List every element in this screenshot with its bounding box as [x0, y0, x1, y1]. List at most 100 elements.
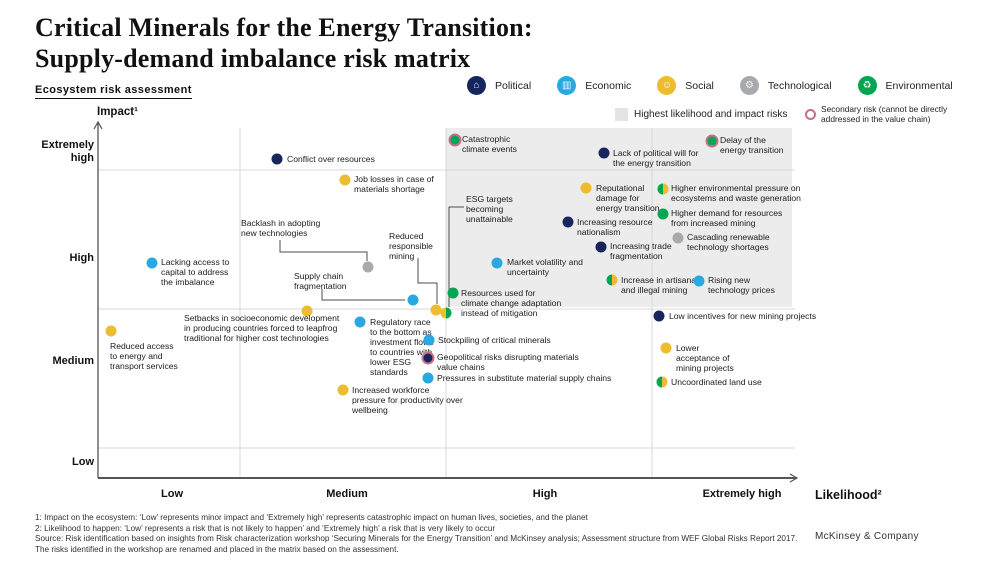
risk-label-uncoordinated-land-use: Uncoordinated land use — [671, 377, 762, 387]
risk-label-catastrophic-climate-events: Catastrophic climate events — [462, 134, 517, 154]
y-tick-medium: Medium — [52, 355, 94, 367]
x-tick-medium: Medium — [326, 488, 368, 500]
x-tick-low: Low — [161, 488, 183, 500]
risk-dot-higher-environmental-pressure — [657, 183, 669, 195]
subtitle: Ecosystem risk assessment — [35, 84, 192, 99]
risk-label-market-volatility: Market volatility and uncertainty — [507, 257, 583, 277]
risk-dot-market-volatility — [491, 257, 503, 269]
risk-label-lower-acceptance-mining-projects: Lower acceptance of mining projects — [676, 343, 734, 373]
highlight-region-swatch — [615, 108, 628, 121]
legend-item-technological: ⚙ Technological — [739, 76, 832, 95]
legend-label-environmental: Environmental — [885, 79, 953, 92]
y-tick-extremely-high: Extremely high — [41, 139, 94, 164]
legend-item-social: ☺ Social — [657, 76, 714, 95]
risk-dot-low-incentives-new-mining — [653, 310, 665, 322]
risk-dot-setbacks-socioeconomic-development — [301, 305, 313, 317]
political-glyph: ⌂ — [473, 79, 480, 91]
risk-dot-backlash-adopting-new-tech — [362, 261, 374, 273]
risk-label-delay-of-energy-transition: Delay of the energy transition — [720, 135, 784, 155]
risk-dot-delay-of-energy-transition — [705, 134, 719, 148]
risk-dot-cascading-renewable-shortages — [672, 232, 684, 244]
legend-categories: ⌂ Political ▥ Economic ☺ Social ⚙ Technological… — [467, 76, 979, 95]
source-note: Source: Risk identification based on ins… — [35, 534, 805, 555]
page-title: Critical Minerals for the Energy Transit… — [35, 13, 533, 73]
risk-label-backlash-adopting-new-tech: Backlash in adopting new technologies — [241, 218, 321, 238]
legend-item-environmental: ♻ Environmental — [857, 76, 953, 95]
risk-dot-increasing-trade-fragmentation — [595, 241, 607, 253]
y-tick-low: Low — [72, 456, 94, 468]
risk-label-stockpiling-critical-minerals: Stockpiling of critical minerals — [438, 335, 551, 345]
risk-dot-job-losses-materials-shortage — [339, 174, 351, 186]
footnote-2: 2: Likelihood to happen: ‘Low’ represent… — [35, 523, 496, 533]
risk-dot-higher-demand-for-resources — [657, 208, 669, 220]
risk-dot-stockpiling-critical-minerals — [423, 334, 435, 346]
risk-label-setbacks-socioeconomic-development: Setbacks in socioeconomic development in… — [184, 313, 340, 343]
x-axis-title: Likelihood² — [815, 488, 882, 502]
risk-dot-uncoordinated-land-use — [656, 376, 668, 388]
risk-dot-increased-workforce-pressure — [337, 384, 349, 396]
risk-dot-increase-artisanal-illegal-mining — [606, 274, 618, 286]
flipchart-icon: ▥ — [557, 76, 577, 95]
risk-label-regulatory-race-to-bottom: Regulatory race to the bottom as investm… — [370, 317, 434, 377]
legend-label-political: Political — [495, 79, 532, 92]
risk-dot-esg-targets-unattainable — [440, 307, 452, 319]
secondary-risk-label: Secondary risk (cannot be directly addre… — [821, 104, 948, 124]
risk-label-higher-demand-for-resources: Higher demand for resources from increas… — [671, 208, 783, 228]
legend-label-economic: Economic — [585, 79, 632, 92]
x-tick-extremely-high: Extremely high — [702, 488, 782, 500]
risk-label-increased-workforce-pressure: Increased workforce pressure for product… — [352, 385, 463, 415]
people-icon: ☺ — [657, 76, 677, 95]
technological-glyph: ⚙ — [744, 79, 754, 91]
risk-label-job-losses-materials-shortage: Job losses in case of materials shortage — [354, 174, 434, 194]
risk-dot-lower-acceptance-mining-projects — [660, 342, 672, 354]
risk-label-reputational-damage: Reputational damage for energy transitio… — [596, 183, 660, 213]
risk-dot-supply-chain-fragmentation — [407, 294, 419, 306]
risk-label-low-incentives-new-mining: Low incentives for new mining projects — [669, 311, 817, 321]
risk-label-resources-used-for-adaptation: Resources used for climate change adapta… — [461, 288, 562, 318]
environmental-glyph: ♻ — [862, 79, 872, 91]
risk-label-cascading-renewable-shortages: Cascading renewable technology shortages — [687, 232, 770, 252]
y-tick-high: High — [69, 252, 94, 264]
risk-label-higher-environmental-pressure: Higher environmental pressure on ecosyst… — [671, 183, 801, 203]
legend-item-economic: ▥ Economic — [557, 76, 631, 95]
gears-icon: ⚙ — [739, 76, 759, 95]
risk-dot-reduced-responsible-mining — [430, 304, 442, 316]
footnote-1: 1: Impact on the ecosystem: ‘Low’ repres… — [35, 513, 588, 522]
risk-label-reduced-responsible-mining: Reduced responsible mining — [389, 231, 433, 261]
risk-label-conflict-over-resources: Conflict over resources — [287, 154, 375, 164]
x-tick-high: High — [532, 488, 558, 500]
risk-dot-reduced-access-energy-transport — [105, 325, 117, 337]
risk-dot-increasing-resource-nationalism — [562, 216, 574, 228]
risk-label-esg-targets-unattainable: ESG targets becoming unattainable — [466, 194, 513, 224]
risk-label-reduced-access-energy-transport: Reduced access to energy and transport s… — [110, 341, 178, 371]
economic-glyph: ▥ — [561, 79, 572, 91]
risk-label-increasing-trade-fragmentation: Increasing trade fragmentation — [610, 241, 672, 261]
risk-dot-geopolitical-risks-value-chains — [421, 351, 435, 365]
footnotes: 1: Impact on the ecosystem: ‘Low’ repres… — [35, 513, 588, 534]
risk-label-increase-artisanal-illegal-mining: Increase in artisanal and illegal mining — [621, 275, 698, 295]
risk-dot-catastrophic-climate-events — [448, 133, 462, 147]
risk-label-pressures-substitute-materials: Pressures in substitute material supply … — [437, 373, 612, 383]
risk-label-geopolitical-risks-value-chains: Geopolitical risks disrupting materials … — [437, 352, 579, 372]
y-axis-title: Impact¹ — [97, 106, 138, 118]
risk-dot-reputational-damage — [580, 182, 592, 194]
risk-dot-pressures-substitute-materials — [422, 372, 434, 384]
legend-label-technological: Technological — [767, 79, 832, 92]
risk-label-lacking-access-to-capital: Lacking access to capital to address the… — [161, 257, 230, 287]
government-building-icon: ⌂ — [467, 76, 486, 95]
risk-dot-lacking-access-to-capital — [146, 257, 158, 269]
legend-item-political: ⌂ Political — [467, 76, 531, 95]
risk-dot-resources-used-for-adaptation — [447, 287, 459, 299]
social-glyph: ☺ — [661, 79, 672, 91]
method-note: The risks identified in the workshop are… — [35, 544, 399, 554]
source-line: Source: Risk identification based on ins… — [35, 534, 798, 543]
risk-label-rising-new-technology-prices: Rising new technology prices — [708, 275, 775, 295]
risk-dot-regulatory-race-to-bottom — [354, 316, 366, 328]
legend-label-social: Social — [685, 79, 714, 92]
highlight-region-label: Highest likelihood and impact risks — [634, 109, 788, 120]
risk-dot-rising-new-technology-prices — [693, 275, 705, 287]
risk-label-increasing-resource-nationalism: Increasing resource nationalism — [577, 217, 653, 237]
risk-label-lack-of-political-will: Lack of political will for the energy tr… — [613, 148, 699, 168]
recycle-icon: ♻ — [857, 76, 877, 95]
